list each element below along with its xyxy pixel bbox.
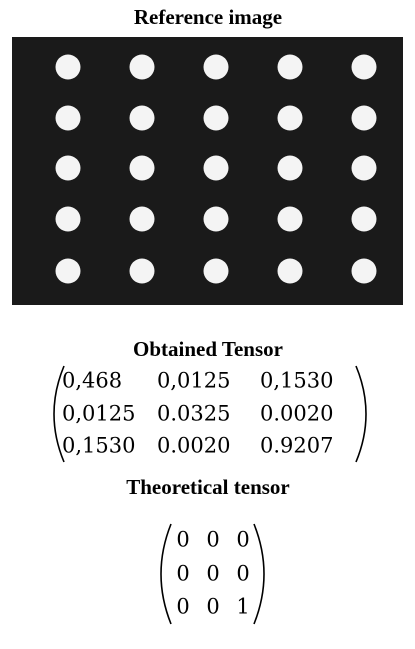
dot <box>352 259 377 284</box>
matrix-cell: 0 <box>206 528 219 552</box>
dot <box>56 259 81 284</box>
dot <box>204 207 229 232</box>
matrix-cell: 0 <box>176 595 189 619</box>
dot <box>352 106 377 131</box>
matrix-cell: 0 <box>206 562 219 586</box>
matrix-cell: 0,0125 <box>62 402 135 426</box>
dot <box>204 156 229 181</box>
matrix-cell: 0.0020 <box>157 434 230 458</box>
dot <box>130 156 155 181</box>
matrix-cell: 0.0325 <box>157 402 230 426</box>
matrix-cell: 0 <box>236 562 249 586</box>
dot <box>278 106 303 131</box>
dot <box>130 259 155 284</box>
dot <box>204 259 229 284</box>
matrix-cell: 0.9207 <box>260 434 333 458</box>
reference-title: Reference image <box>134 5 282 29</box>
dot <box>130 106 155 131</box>
matrix-cell: 0,468 <box>62 369 122 393</box>
dot <box>56 156 81 181</box>
dot <box>56 207 81 232</box>
figure: Reference image Obtained Tensor 0,468 0,0… <box>0 0 415 649</box>
matrix-cell: 0 <box>176 528 189 552</box>
dot <box>278 207 303 232</box>
matrix-cell: 1 <box>236 595 249 619</box>
dot <box>352 156 377 181</box>
dot <box>278 55 303 80</box>
dot <box>204 55 229 80</box>
obtained-matrix: 0,468 0,0125 0,1530 0,0125 0.0325 0.0020 0,153… <box>62 369 333 458</box>
dot <box>56 106 81 131</box>
right-paren <box>254 524 264 624</box>
matrix-cell: 0,0125 <box>157 369 230 393</box>
obtained-title: Obtained Tensor <box>133 337 283 361</box>
dot <box>352 55 377 80</box>
dot <box>130 55 155 80</box>
theoretical-title: Theoretical tensor <box>126 475 290 499</box>
matrix-cell: 0 <box>206 595 219 619</box>
dot <box>278 156 303 181</box>
matrix-cell: 0,1530 <box>62 434 135 458</box>
dot <box>352 207 377 232</box>
dot <box>278 259 303 284</box>
right-paren <box>356 366 366 462</box>
dot <box>204 106 229 131</box>
left-paren <box>161 524 171 624</box>
matrix-cell: 0.0020 <box>260 402 333 426</box>
matrix-cell: 0,1530 <box>260 369 333 393</box>
dot <box>130 207 155 232</box>
dot <box>56 55 81 80</box>
matrix-cell: 0 <box>176 562 189 586</box>
matrix-cell: 0 <box>236 528 249 552</box>
